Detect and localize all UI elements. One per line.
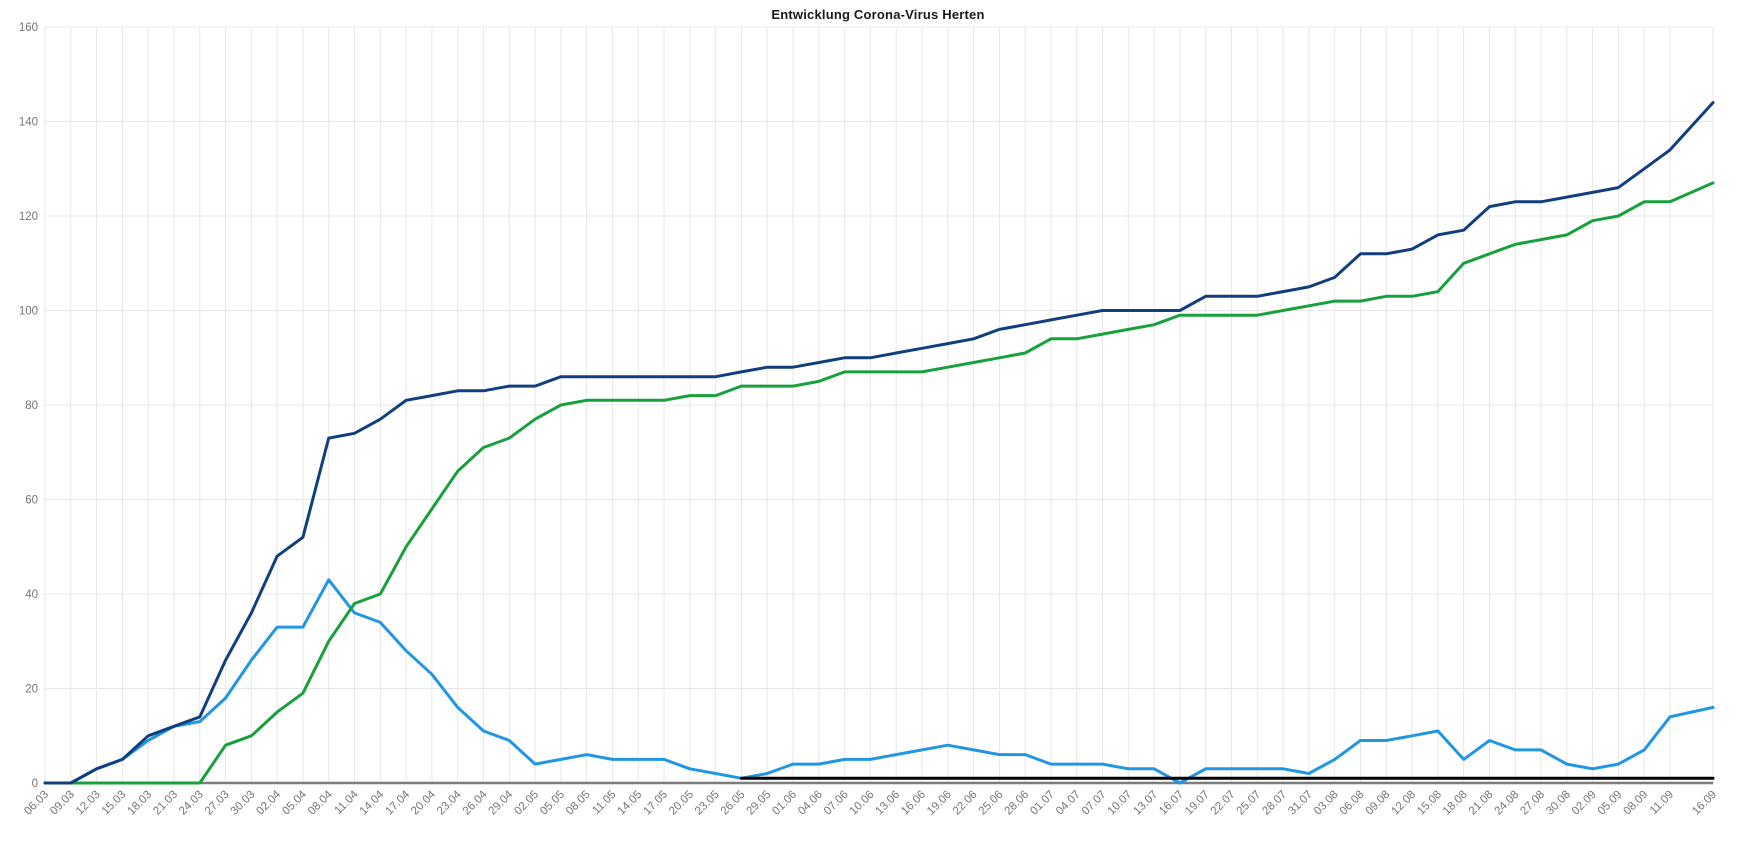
x-tick-label: 19.07 xyxy=(1183,789,1212,818)
x-tick-label: 16.06 xyxy=(899,789,928,818)
x-tick-label: 27.08 xyxy=(1518,789,1547,818)
x-tick-label: 14.04 xyxy=(358,788,387,817)
series-dark-blue-line xyxy=(43,101,1715,785)
x-tick-label: 05.04 xyxy=(280,788,309,817)
x-tick-label: 20.04 xyxy=(409,788,438,817)
x-tick-label: 28.06 xyxy=(1002,789,1031,818)
x-tick-label: 05.09 xyxy=(1596,789,1625,818)
y-tick-label: 100 xyxy=(19,306,38,318)
x-tick-label: 18.08 xyxy=(1441,789,1470,818)
series-lines xyxy=(43,101,1715,785)
x-tick-label: 02.05 xyxy=(512,789,541,818)
x-tick-label: 08.04 xyxy=(306,788,335,817)
x-tick-label: 20.05 xyxy=(667,789,696,818)
x-tick-label: 07.07 xyxy=(1080,789,1109,818)
x-tick-label: 27.03 xyxy=(203,789,232,818)
y-tick-label: 60 xyxy=(25,495,38,507)
y-tick-label: 140 xyxy=(19,117,38,129)
x-tick-label: 07.06 xyxy=(822,789,851,818)
x-tick-label: 10.07 xyxy=(1106,789,1135,818)
y-tick-label: 120 xyxy=(19,211,38,223)
y-tick-label: 0 xyxy=(32,778,38,790)
x-tick-label: 12.03 xyxy=(74,789,103,818)
y-tick-label: 20 xyxy=(25,684,38,696)
x-tick-label: 09.08 xyxy=(1364,789,1393,818)
series-light-blue-line xyxy=(43,578,1715,785)
x-tick-label: 17.05 xyxy=(641,789,670,818)
x-tick-label: 08.09 xyxy=(1622,789,1651,818)
x-tick-label: 10.06 xyxy=(848,789,877,818)
x-tick-label: 15.03 xyxy=(100,789,129,818)
x-tick-label: 11.09 xyxy=(1648,789,1676,817)
x-tick-label: 21.03 xyxy=(151,789,180,818)
y-axis-labels: 0 20 40 60 80 100 120 140 160 xyxy=(19,22,38,790)
x-tick-label: 18.03 xyxy=(125,789,154,818)
x-tick-label: 31.07 xyxy=(1286,789,1315,818)
x-tick-label: 17.04 xyxy=(383,788,412,817)
x-tick-label: 23.05 xyxy=(693,789,722,818)
y-tick-label: 40 xyxy=(25,589,38,601)
y-tick-label: 80 xyxy=(25,400,38,412)
x-tick-label: 30.03 xyxy=(229,789,258,818)
x-tick-label: 14.05 xyxy=(616,789,645,818)
x-tick-label: 24.03 xyxy=(177,789,206,818)
x-tick-label: 04.06 xyxy=(796,789,825,818)
x-tick-label: 06.03 xyxy=(22,789,51,818)
x-tick-label: 08.05 xyxy=(564,789,593,818)
chart-title: Entwicklung Corona-Virus Herten xyxy=(771,7,985,22)
y-tick-label: 160 xyxy=(19,22,38,34)
x-tick-label: 13.06 xyxy=(873,789,902,818)
x-tick-label: 26.04 xyxy=(461,788,490,817)
x-tick-label: 16.09 xyxy=(1690,789,1719,818)
x-tick-label: 26.05 xyxy=(719,789,748,818)
x-tick-label: 09.03 xyxy=(48,789,77,818)
x-tick-label: 12.08 xyxy=(1389,789,1418,818)
gridlines xyxy=(44,26,1714,783)
x-tick-label: 23.04 xyxy=(435,788,464,817)
x-tick-label: 28.07 xyxy=(1260,789,1289,818)
x-tick-label: 06.08 xyxy=(1338,789,1367,818)
x-tick-label: 13.07 xyxy=(1131,789,1160,818)
x-tick-label: 25.06 xyxy=(977,789,1006,818)
x-tick-label: 01.07 xyxy=(1028,789,1057,818)
x-tick-label: 02.04 xyxy=(254,788,283,817)
x-tick-label: 15.08 xyxy=(1415,789,1444,818)
x-tick-label: 11.04 xyxy=(332,788,361,817)
x-tick-label: 24.08 xyxy=(1493,789,1522,818)
x-tick-label: 22.07 xyxy=(1209,789,1238,818)
x-tick-label: 29.05 xyxy=(745,789,774,818)
x-tick-label: 02.09 xyxy=(1570,789,1599,818)
x-tick-label: 11.05 xyxy=(590,789,618,817)
x-tick-label: 21.08 xyxy=(1467,789,1496,818)
x-axis-labels: 06.0309.0312.0315.0318.0321.0324.0327.03… xyxy=(22,788,1719,817)
x-tick-label: 04.07 xyxy=(1054,789,1083,818)
x-tick-label: 30.08 xyxy=(1544,789,1573,818)
x-tick-label: 22.06 xyxy=(951,789,980,818)
x-tick-label: 19.06 xyxy=(925,789,954,818)
series-green-line xyxy=(43,181,1715,785)
x-tick-label: 01.06 xyxy=(770,789,799,818)
x-tick-label: 03.08 xyxy=(1312,789,1341,818)
x-tick-label: 25.07 xyxy=(1235,789,1264,818)
x-tick-label: 29.04 xyxy=(487,788,516,817)
x-tick-label: 05.05 xyxy=(538,789,567,818)
x-tick-label: 16.07 xyxy=(1157,789,1186,818)
